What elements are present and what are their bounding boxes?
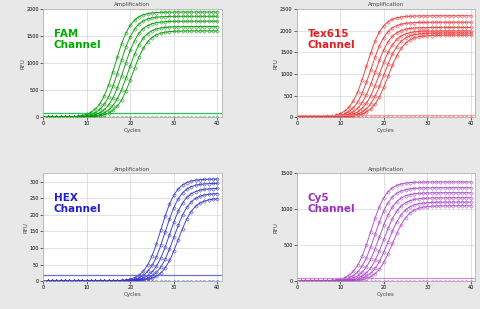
Title: Amplification: Amplification [114,167,151,171]
X-axis label: Cycles: Cycles [377,128,395,133]
Text: Tex615
Channel: Tex615 Channel [307,29,355,50]
Title: Amplification: Amplification [368,2,404,7]
Y-axis label: RFU: RFU [274,222,278,233]
Y-axis label: RFU: RFU [23,222,28,233]
Text: FAM
Channel: FAM Channel [54,29,102,50]
Text: HEX
Channel: HEX Channel [54,193,102,214]
Y-axis label: RFU: RFU [274,58,278,69]
X-axis label: Cycles: Cycles [123,128,141,133]
Y-axis label: RFU: RFU [20,58,25,69]
Text: Cy5
Channel: Cy5 Channel [307,193,355,214]
X-axis label: Cycles: Cycles [377,292,395,297]
Title: Amplification: Amplification [368,167,404,171]
X-axis label: Cycles: Cycles [123,292,141,297]
Title: Amplification: Amplification [114,2,151,7]
